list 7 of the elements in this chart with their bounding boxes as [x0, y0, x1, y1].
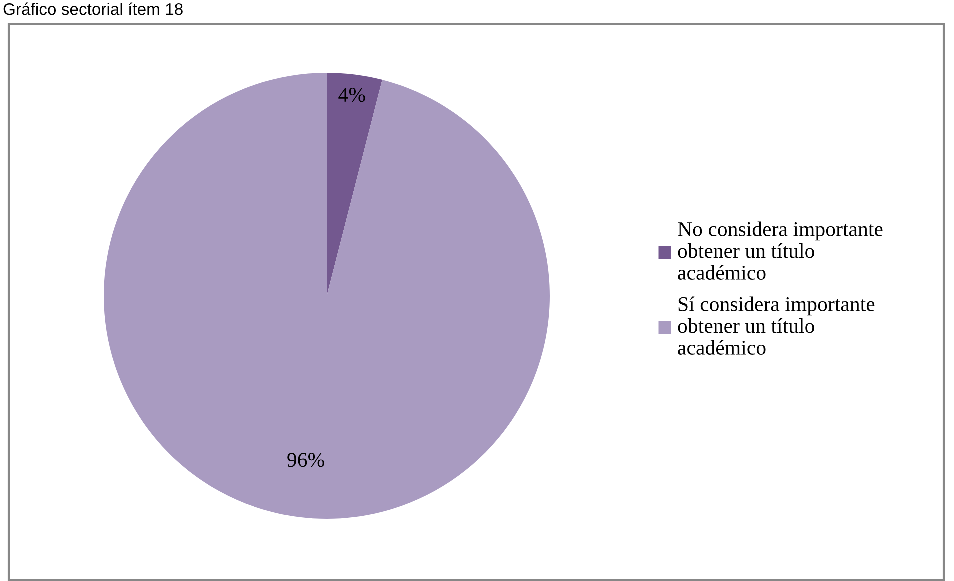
legend-label: No considera importante obtener un título académico: [678, 222, 883, 280]
chart-title: Gráfico sectorial ítem 18: [4, 2, 183, 16]
legend-label: Sí considera importante obtener un título académico: [678, 296, 875, 355]
pie-slice: [327, 73, 382, 296]
data-label: 96%: [288, 453, 324, 468]
pie-slice: [104, 73, 550, 519]
data-label: 4%: [338, 88, 366, 102]
